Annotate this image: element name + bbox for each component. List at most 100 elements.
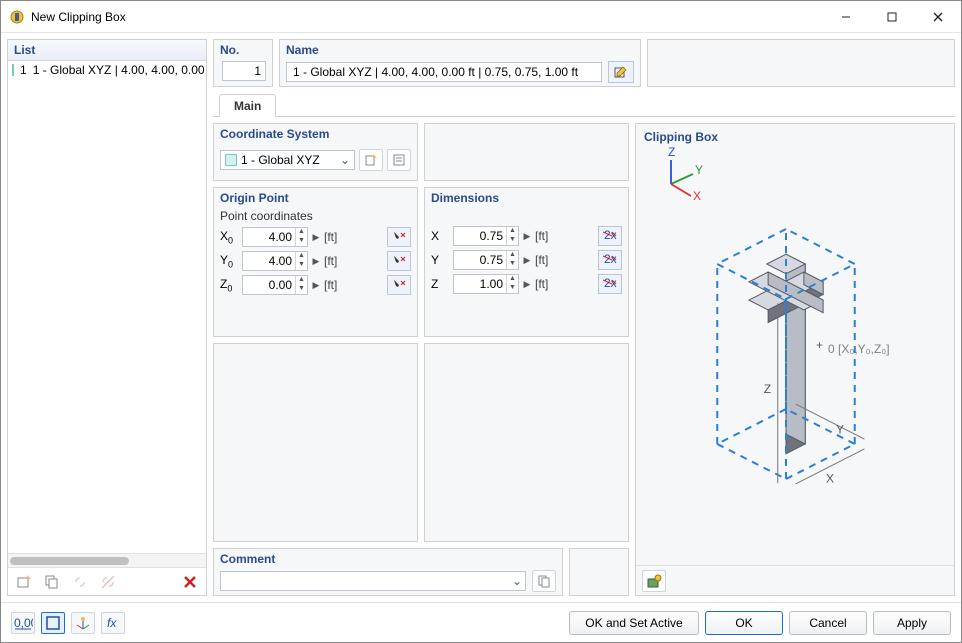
cs-edit-button[interactable] [387, 149, 411, 171]
coord-row-x: X0 4.00▲▼ ▶ [ft] [220, 227, 411, 247]
svg-text:0,00: 0,00 [14, 616, 33, 630]
origin-sublabel: Point coordinates [220, 209, 411, 223]
comment-library-button[interactable] [532, 570, 556, 592]
cs-new-button[interactable] [359, 149, 383, 171]
arrow-icon: ▶ [312, 232, 320, 243]
value-spinner[interactable]: 0.75▲▼ [453, 250, 519, 270]
comment-panel: Comment ⌄ [213, 548, 563, 596]
ok-set-active-button[interactable]: OK and Set Active [569, 611, 699, 635]
value-spinner[interactable]: 0.75▲▼ [453, 226, 519, 246]
view-mode-button[interactable] [41, 612, 65, 634]
unit-label: [ft] [324, 278, 348, 292]
dimensions-label: Dimensions [425, 188, 628, 205]
list-item[interactable]: 1 1 - Global XYZ | 4.00, 4.00, 0.00 ft [8, 61, 206, 79]
edit-name-button[interactable] [608, 61, 634, 83]
chevron-down-icon: ⌄ [338, 153, 352, 167]
no-panel: No. [213, 39, 273, 87]
axis-label: Y0 [220, 253, 238, 269]
coord-row-z: Z0 0.00▲▼ ▶ [ft] [220, 275, 411, 295]
preview-label: Clipping Box [636, 124, 954, 144]
coord-row-y: Y 0.75▲▼ ▶ [ft] 2x [431, 250, 622, 270]
svg-text:Z: Z [764, 382, 771, 396]
footer: 0,00 fx OK and Set Active OK Cancel Appl… [1, 602, 961, 642]
preview-viewport[interactable]: ZXY+0 [X₀,Y₀,Z₀]ZYX [636, 144, 954, 565]
unit-label: [ft] [535, 253, 559, 267]
cs-swatch [225, 154, 237, 166]
list-item-swatch [12, 64, 14, 76]
unit-label: [ft] [324, 254, 348, 268]
coord-icon-button[interactable] [71, 612, 95, 634]
list-body[interactable]: 1 1 - Global XYZ | 4.00, 4.00, 0.00 ft [8, 61, 206, 553]
comment-select[interactable]: ⌄ [220, 571, 526, 591]
pick-origin-button[interactable] [387, 227, 411, 247]
top-blank-panel [647, 39, 955, 87]
svg-text:Y: Y [836, 423, 844, 437]
no-label: No. [214, 40, 272, 57]
list-item-label: 1 - Global XYZ | 4.00, 4.00, 0.00 ft [33, 63, 206, 77]
delete-item-button[interactable] [178, 571, 202, 593]
svg-text:X: X [826, 471, 834, 485]
no-field[interactable] [222, 61, 266, 81]
new-item-button[interactable] [12, 571, 36, 593]
list-panel: List 1 1 - Global XYZ | 4.00, 4.00, 0.00… [7, 39, 207, 596]
dimensions-panel: Dimensions X 0.75▲▼ ▶ [ft] 2x Y 0.75▲▼ ▶… [424, 187, 629, 337]
value-spinner[interactable]: 1.00▲▼ [453, 274, 519, 294]
unlink-item-button [96, 571, 120, 593]
axis-label: Y [431, 253, 449, 267]
svg-text:+: + [816, 338, 823, 352]
minimize-button[interactable] [823, 1, 869, 33]
pick-point-button[interactable] [387, 275, 411, 295]
maximize-button[interactable] [869, 1, 915, 33]
window-title: New Clipping Box [31, 10, 126, 24]
coordinate-system-label: Coordinate System [214, 124, 417, 141]
titlebar: New Clipping Box [1, 1, 961, 33]
value-spinner[interactable]: 4.00▲▼ [242, 227, 308, 247]
empty-panel-mid-left [213, 343, 418, 542]
svg-text:fx: fx [107, 616, 117, 630]
arrow-icon: ▶ [312, 256, 320, 267]
scale-dim-button[interactable]: 2x [598, 274, 622, 294]
scale-dim-button[interactable]: 2x [598, 226, 622, 246]
name-panel: Name [279, 39, 641, 87]
coordinate-system-select[interactable]: 1 - Global XYZ ⌄ [220, 150, 355, 170]
value-spinner[interactable]: 0.00▲▼ [242, 275, 308, 295]
cs-value: 1 - Global XYZ [241, 153, 320, 167]
axis-label: X [431, 229, 449, 243]
value-spinner[interactable]: 4.00▲▼ [242, 251, 308, 271]
ok-button[interactable]: OK [705, 611, 783, 635]
unit-label: [ft] [535, 277, 559, 291]
link-item-button [68, 571, 92, 593]
svg-text:0 [X₀,Y₀,Z₀]: 0 [X₀,Y₀,Z₀] [828, 342, 890, 356]
list-hscrollbar[interactable] [8, 553, 206, 567]
comment-side-panel [569, 548, 629, 596]
tab-main[interactable]: Main [219, 94, 276, 117]
units-button[interactable]: 0,00 [11, 612, 35, 634]
arrow-icon: ▶ [312, 280, 320, 291]
unit-label: [ft] [535, 229, 559, 243]
name-field[interactable] [286, 62, 602, 82]
preview-settings-button[interactable] [642, 570, 666, 592]
axis-label: Z [431, 277, 449, 291]
chevron-down-icon: ⌄ [509, 574, 525, 588]
copy-item-button[interactable] [40, 571, 64, 593]
coord-row-z: Z 1.00▲▼ ▶ [ft] 2x [431, 274, 622, 294]
unit-label: [ft] [324, 230, 348, 244]
scale-dim-button[interactable]: 2x [598, 250, 622, 270]
axis-label: X0 [220, 229, 238, 245]
arrow-icon: ▶ [523, 255, 531, 266]
coord-row-y: Y0 4.00▲▼ ▶ [ft] [220, 251, 411, 271]
axis-label: Z0 [220, 277, 238, 293]
apply-button[interactable]: Apply [873, 611, 951, 635]
arrow-icon: ▶ [523, 279, 531, 290]
pick-point-button[interactable] [387, 251, 411, 271]
list-item-index: 1 [20, 63, 27, 77]
name-label: Name [280, 40, 640, 57]
svg-text:X: X [693, 189, 701, 203]
cancel-button[interactable]: Cancel [789, 611, 867, 635]
close-button[interactable] [915, 1, 961, 33]
coord-row-x: X 0.75▲▼ ▶ [ft] 2x [431, 226, 622, 246]
origin-point-panel: Origin Point Point coordinates X0 4.00▲▼… [213, 187, 418, 337]
dialog-window: New Clipping Box List 1 1 - Global XYZ |… [0, 0, 962, 643]
empty-panel-mid-right [424, 343, 629, 542]
function-button[interactable]: fx [101, 612, 125, 634]
